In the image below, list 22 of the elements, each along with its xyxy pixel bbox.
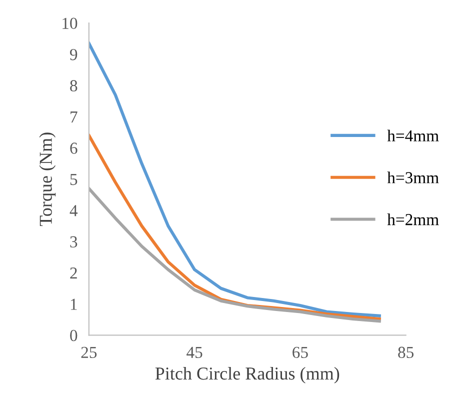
- y-axis-title: Torque (Nm): [39, 132, 56, 226]
- x-tick-label: 85: [398, 346, 414, 358]
- legend-label: h=3mm: [387, 172, 439, 184]
- legend-label: h=4mm: [387, 130, 439, 142]
- line-series: [88, 186, 381, 323]
- y-tick-label: 8: [70, 80, 78, 92]
- y-tick-label: 10: [62, 18, 78, 29]
- y-tick-label: 4: [70, 205, 78, 216]
- x-tick-label: 25: [81, 346, 97, 358]
- y-tick-label: 6: [70, 142, 78, 154]
- y-tick-label: 1: [70, 298, 77, 310]
- x-axis-title: Pitch Circle Radius (mm): [155, 366, 340, 384]
- y-tick-label: 0: [70, 330, 78, 342]
- x-tick-label: 45: [186, 346, 202, 358]
- y-tick-label: 9: [70, 49, 78, 60]
- y-tick-label: 2: [70, 268, 77, 279]
- legend-label: h=2mm: [387, 214, 439, 226]
- y-tick-label: 3: [70, 236, 78, 248]
- x-tick-label: 65: [292, 346, 308, 358]
- y-tick-label: 5: [70, 174, 78, 186]
- line-series: [88, 42, 381, 318]
- y-tick-label: 7: [70, 112, 78, 122]
